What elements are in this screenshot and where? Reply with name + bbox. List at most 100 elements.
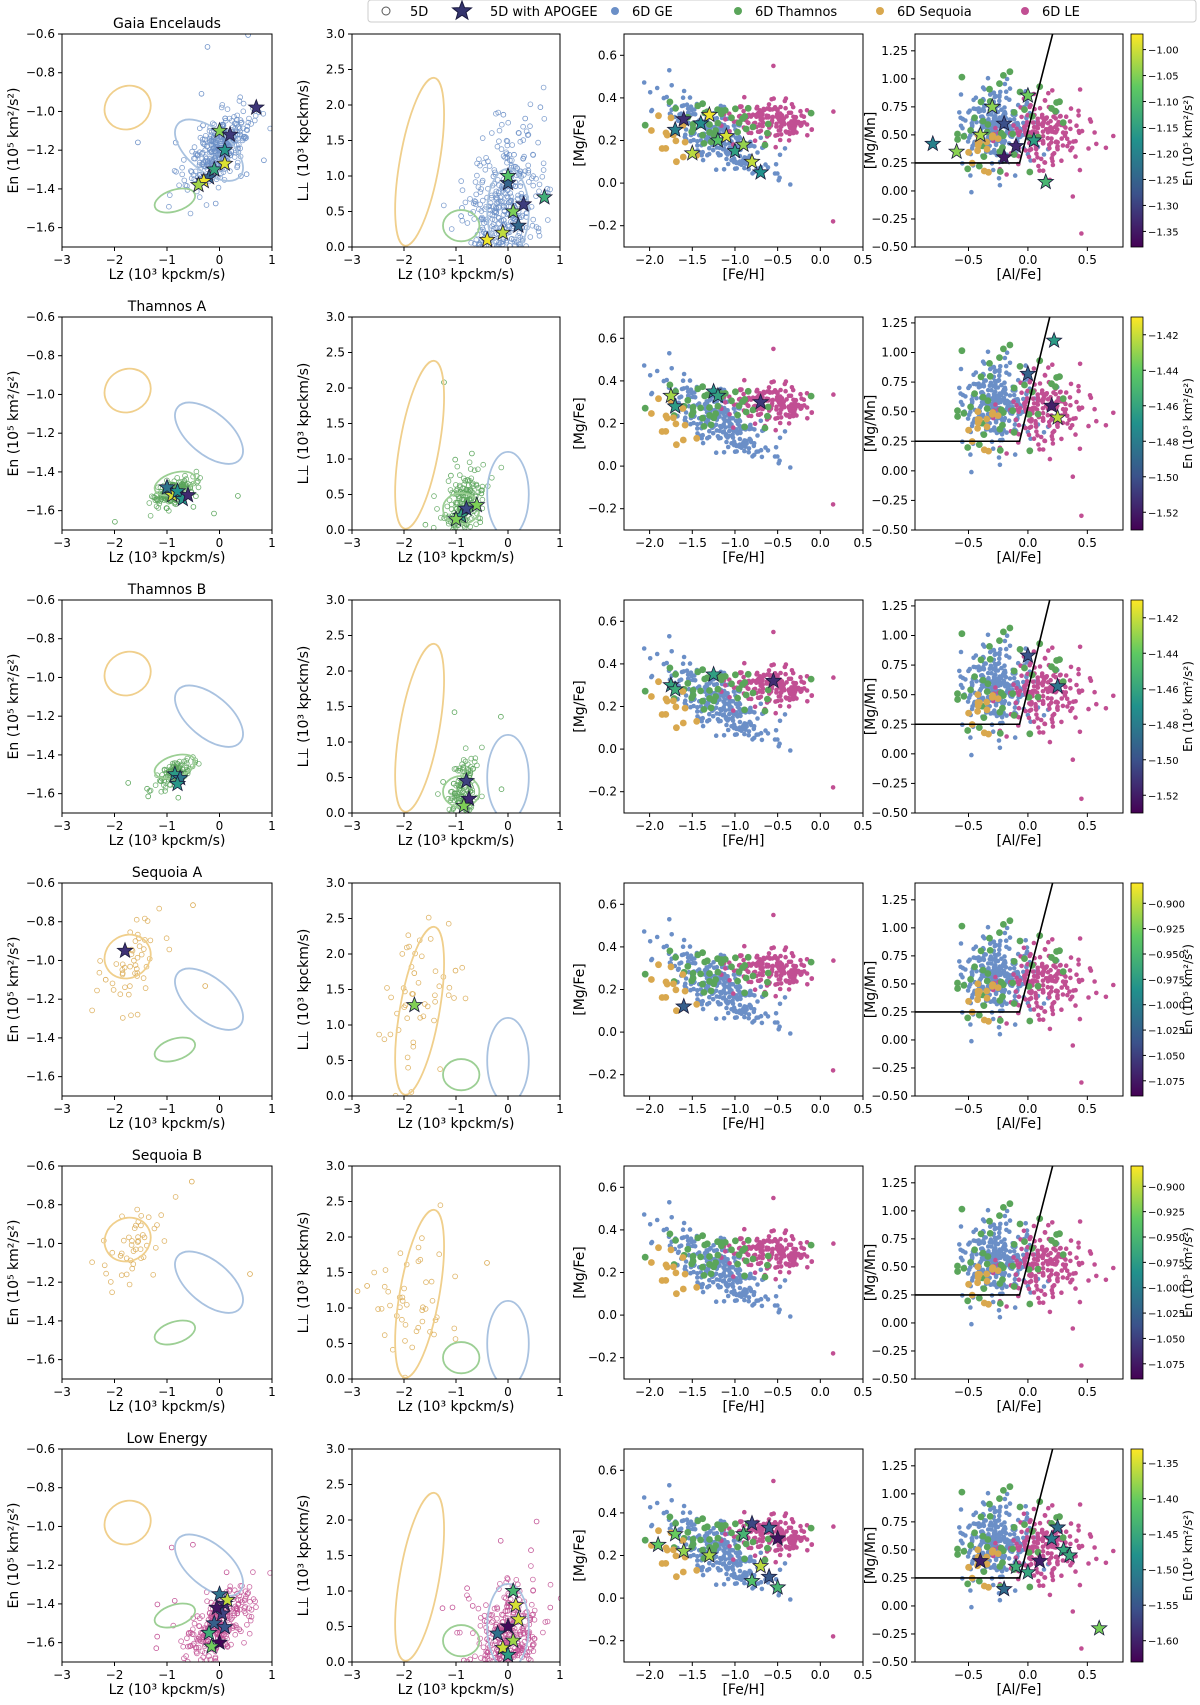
data-point-5d (155, 484, 161, 491)
data-point-6d (704, 399, 709, 404)
data-point-5d (468, 755, 475, 762)
data-point-6d (1041, 152, 1047, 157)
data-point-5d (200, 149, 206, 156)
data-point-5d (138, 951, 145, 958)
data-point-5d (469, 787, 476, 793)
data-point-6d (1049, 155, 1055, 161)
data-point-6d (1046, 702, 1052, 708)
data-point-6d (985, 349, 991, 355)
data-point-5d (465, 766, 472, 773)
data-point-6d (679, 153, 687, 161)
data-point-6d (670, 414, 677, 422)
data-point-6d (1076, 108, 1081, 114)
y-tick-label: 0.6 (598, 48, 617, 62)
data-point-5d (471, 240, 478, 247)
selection-ellipse (486, 1017, 530, 1096)
data-point-6d (1065, 704, 1070, 709)
data-point-6d (966, 110, 971, 115)
data-point-5d (462, 745, 469, 751)
data-point-5d (477, 189, 484, 195)
data-point-6d (996, 378, 1002, 383)
data-point-6d (996, 708, 1004, 716)
data-point-6d (778, 387, 783, 393)
data-point-6d (994, 135, 1002, 143)
data-point-6d (706, 121, 713, 128)
x-tick-label: −1 (447, 536, 465, 550)
data-point-6d (1046, 126, 1052, 132)
selection-ellipse (394, 642, 445, 813)
data-point-6d (999, 692, 1007, 699)
data-point-6d (1021, 396, 1026, 402)
data-point-6d (774, 690, 779, 695)
data-point-6d (681, 386, 687, 391)
data-point-6d (689, 125, 697, 133)
data-point-5d (472, 755, 479, 761)
data-point-5d (267, 1040, 272, 1045)
data-point-6d (700, 423, 708, 430)
data-point-6d (975, 724, 983, 731)
data-point-5d (479, 793, 485, 800)
data-point-6d (1048, 105, 1055, 112)
data-point-6d (1067, 417, 1072, 423)
data-point-6d (965, 699, 971, 704)
data-point-6d (734, 128, 741, 136)
data-point-6d (786, 704, 792, 709)
data-point-6d (992, 147, 997, 153)
data-point-6d (721, 733, 727, 738)
data-point-6d (1003, 646, 1009, 652)
data-point-5d (536, 181, 543, 188)
panel-mgfe-feh: −2.0 −1.5 −1.0 −0.5 0.0 0.5−0.20.00.20.40.6[F… (572, 33, 873, 283)
data-point-5d (506, 242, 513, 247)
data-point-6d (1019, 114, 1024, 120)
data-point-6d (1035, 675, 1040, 680)
data-point-6d (1045, 135, 1051, 141)
y-tick-label: −0.6 (26, 593, 55, 607)
selection-ellipse (394, 76, 445, 247)
data-point-6d (1019, 390, 1024, 396)
data-point-5d (475, 184, 482, 190)
data-star-apogee (666, 680, 684, 697)
data-point-6d (974, 142, 982, 150)
data-point-5d (537, 104, 544, 110)
data-point-6d (1026, 154, 1032, 160)
data-point-5d (206, 135, 213, 142)
data-point-5d (525, 162, 531, 169)
x-tick-label: 1 (268, 1102, 276, 1116)
data-point-6d (991, 674, 997, 680)
data-point-6d (805, 133, 810, 138)
data-point-6d (1068, 686, 1073, 691)
data-point-6d (998, 364, 1003, 369)
data-point-6d (1028, 701, 1033, 707)
data-point-5d (498, 786, 505, 792)
data-point-6d (807, 675, 815, 683)
data-point-6d (739, 681, 747, 688)
data-point-6d (754, 389, 759, 394)
data-point-5d (166, 946, 173, 953)
panel-energy-lz: −3 −2 −1 0 1−1.6−1.4−1.2−1.0−0.8−0.6Lz (10³ … (6, 582, 276, 849)
x-tick-label: 0 (504, 536, 512, 550)
data-point-6d (681, 937, 687, 943)
data-point-5d (540, 160, 547, 167)
data-point-5d (480, 461, 487, 468)
data-point-5d (410, 991, 416, 997)
data-point-6d (1035, 392, 1040, 397)
data-point-5d (152, 782, 159, 788)
data-point-5d (449, 788, 455, 795)
data-point-6d (1042, 160, 1048, 165)
axes-frame (623, 599, 864, 814)
y-tick-label: 0.2 (598, 700, 617, 714)
data-point-6d (970, 399, 975, 404)
data-point-6d (1047, 456, 1053, 462)
data-point-6d (774, 407, 779, 412)
data-point-6d (984, 680, 992, 688)
data-point-5d (245, 119, 252, 126)
data-point-6d (1001, 395, 1007, 401)
data-point-6d (648, 410, 655, 417)
data-point-6d (971, 381, 976, 387)
data-point-5d (179, 164, 185, 171)
data-point-6d (966, 135, 972, 141)
data-point-6d (1060, 703, 1066, 709)
data-point-5d (113, 961, 120, 967)
data-point-5d (192, 168, 199, 175)
data-point-6d (1050, 713, 1055, 718)
